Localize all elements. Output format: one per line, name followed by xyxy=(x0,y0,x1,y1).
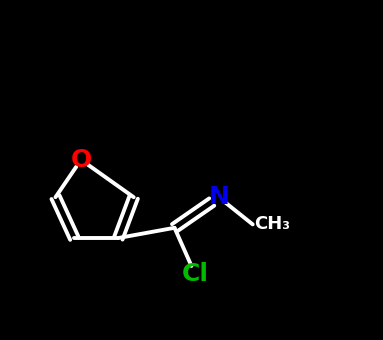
Text: Cl: Cl xyxy=(182,262,208,286)
Text: CH₃: CH₃ xyxy=(254,216,290,233)
Text: O: O xyxy=(70,148,92,172)
Text: N: N xyxy=(208,185,229,209)
